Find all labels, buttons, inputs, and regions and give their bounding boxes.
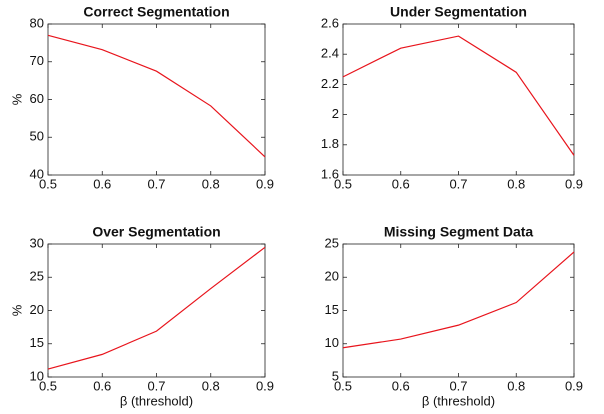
y-tick-label: 20 bbox=[30, 302, 44, 317]
x-tick-label: 0.8 bbox=[202, 378, 220, 393]
y-tick-label: 80 bbox=[30, 15, 44, 30]
y-tick-label: 1.6 bbox=[321, 166, 339, 181]
y-tick-label: 2 bbox=[332, 106, 339, 121]
y-tick-label: 5 bbox=[332, 368, 339, 383]
y-tick-label: 40 bbox=[30, 166, 44, 181]
x-tick-label: 0.6 bbox=[93, 176, 111, 191]
x-tick-label: 0.7 bbox=[147, 378, 165, 393]
x-tick-label: 0.5 bbox=[334, 176, 352, 191]
y-tick-label: 25 bbox=[30, 269, 44, 284]
y-tick-label: 1.8 bbox=[321, 136, 339, 151]
y-tick-label: 25 bbox=[325, 235, 339, 250]
y-tick-label: 70 bbox=[30, 53, 44, 68]
x-tick-label: 0.9 bbox=[256, 378, 274, 393]
axes-box bbox=[47, 23, 266, 176]
y-tick-label: 30 bbox=[30, 235, 44, 250]
chart-title: Under Segmentation bbox=[390, 4, 527, 20]
y-tick-label: 10 bbox=[325, 335, 339, 350]
y-tick-label: 2.2 bbox=[321, 76, 339, 91]
x-tick-label: 0.8 bbox=[507, 378, 525, 393]
line bbox=[47, 34, 266, 158]
x-tick-label: 0.8 bbox=[202, 176, 220, 191]
x-tick-label: 0.8 bbox=[507, 176, 525, 191]
x-tick-label: 0.6 bbox=[392, 176, 410, 191]
x-tick-label: 0.6 bbox=[392, 378, 410, 393]
x-tick-label: 0.7 bbox=[147, 176, 165, 191]
x-tick-label: 0.9 bbox=[565, 378, 583, 393]
chart-title: Correct Segmentation bbox=[83, 4, 229, 20]
axes-box bbox=[47, 243, 266, 378]
y-axis-label: % bbox=[9, 304, 24, 316]
y-tick-label: 15 bbox=[30, 335, 44, 350]
axes-box bbox=[342, 243, 575, 378]
x-axis-label: β (threshold) bbox=[120, 393, 193, 408]
y-tick-label: 15 bbox=[325, 302, 339, 317]
x-tick-label: 0.6 bbox=[93, 378, 111, 393]
chart-title: Missing Segment Data bbox=[384, 224, 534, 240]
x-tick-label: 0.9 bbox=[565, 176, 583, 191]
y-axis-label: % bbox=[9, 93, 24, 105]
line bbox=[47, 246, 266, 370]
line bbox=[342, 35, 575, 156]
x-tick-label: 0.5 bbox=[39, 378, 57, 393]
axes-box bbox=[342, 23, 575, 176]
y-tick-label: 20 bbox=[325, 269, 339, 284]
x-tick-label: 0.5 bbox=[39, 176, 57, 191]
y-tick-label: 50 bbox=[30, 129, 44, 144]
y-tick-label: 2.4 bbox=[321, 46, 339, 61]
y-tick-label: 10 bbox=[30, 368, 44, 383]
x-tick-label: 0.9 bbox=[256, 176, 274, 191]
x-axis-label: β (threshold) bbox=[422, 393, 495, 408]
y-tick-label: 60 bbox=[30, 91, 44, 106]
x-tick-label: 0.7 bbox=[449, 378, 467, 393]
x-tick-label: 0.5 bbox=[334, 378, 352, 393]
line bbox=[342, 251, 575, 349]
chart-title: Over Segmentation bbox=[92, 224, 220, 240]
x-tick-label: 0.7 bbox=[449, 176, 467, 191]
y-tick-label: 2.6 bbox=[321, 15, 339, 30]
